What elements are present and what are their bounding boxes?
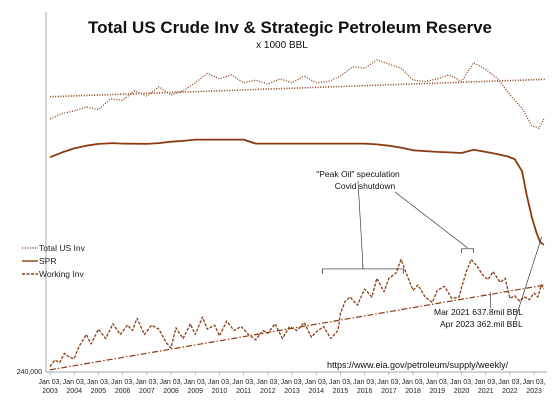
covid-leader xyxy=(394,191,468,249)
trendline-total-inv xyxy=(49,78,546,98)
x-tick-label-year: 2020 xyxy=(454,388,470,395)
x-tick-label-year: 2003 xyxy=(42,388,58,395)
x-tick-label: Jan 03, xyxy=(377,379,400,386)
x-tick-label-year: 2009 xyxy=(187,388,203,395)
y-tick-label: 240,000 xyxy=(17,369,42,376)
x-tick-label: Jan 03, xyxy=(281,379,304,386)
chart-title: Total US Crude Inv & Strategic Petroleum… xyxy=(88,18,492,37)
x-tick-label-year: 2019 xyxy=(429,388,445,395)
x-tick-label: Jan 03, xyxy=(523,379,546,386)
x-tick-label-year: 2016 xyxy=(357,388,373,395)
chart-subtitle: x 1000 BBL xyxy=(256,40,308,51)
x-tick-label: Jan 03, xyxy=(256,379,279,386)
legend-label-total: Total US Inv xyxy=(39,243,86,253)
series-layer xyxy=(49,59,545,367)
x-tick-label: Jan 03, xyxy=(39,379,62,386)
x-tick-label-year: 2004 xyxy=(66,388,82,395)
x-tick-label: Jan 03, xyxy=(474,379,497,386)
x-tick-group: Jan 03, 2003 Jan 03, 2004 Jan 03, 2005 Jan 03,… xyxy=(39,372,546,395)
x-tick-label-year: 2023 xyxy=(526,388,542,395)
x-tick-label: Jan 03, xyxy=(135,379,158,386)
x-tick-label: Jan 03, xyxy=(184,379,207,386)
trendline-layer xyxy=(49,78,546,371)
legend-label-working: Working Inv xyxy=(39,269,84,279)
x-tick-label: Jan 03, xyxy=(498,379,521,386)
covid-bracket xyxy=(461,248,474,253)
series-line-working-inv xyxy=(49,258,545,367)
x-tick-label: Jan 03, xyxy=(402,379,425,386)
annotation-apr2023: Apr 2023 362.mil BBL xyxy=(440,319,523,329)
x-tick-label: Jan 03, xyxy=(208,379,231,386)
x-tick-label-year: 2005 xyxy=(91,388,107,395)
x-tick-label: Jan 03, xyxy=(426,379,449,386)
annotation-mar2021: Mar 2021 637.8mil BBL xyxy=(434,307,523,317)
x-tick-label-year: 2013 xyxy=(284,388,300,395)
x-tick-label: Jan 03, xyxy=(353,379,376,386)
x-tick-label-year: 2006 xyxy=(115,388,131,395)
source-url: https://www.eia.gov/petroleum/supply/wee… xyxy=(327,360,509,370)
x-tick-label: Jan 03, xyxy=(160,379,183,386)
x-tick-label-year: 2014 xyxy=(308,388,324,395)
annotation-peak-oil: "Peak Oil" speculation xyxy=(316,169,400,179)
x-tick-label: Jan 03, xyxy=(232,379,255,386)
x-tick-label-year: 2010 xyxy=(212,388,228,395)
series-line-spr xyxy=(49,138,545,246)
legend: Total US Inv SPR Working Inv xyxy=(22,243,86,279)
x-tick-label-year: 2011 xyxy=(236,388,251,395)
x-tick-label-year: 2018 xyxy=(405,388,421,395)
x-tick-label: Jan 03, xyxy=(87,379,110,386)
apr2023-leader xyxy=(514,236,543,321)
x-tick-label-year: 2015 xyxy=(333,388,349,395)
x-tick-label: Jan 03, xyxy=(329,379,352,386)
x-tick-label-year: 2008 xyxy=(163,388,179,395)
trendline-working-inv xyxy=(49,284,546,371)
annotation-covid: Covid shutdown xyxy=(335,181,396,191)
x-tick-label: Jan 03, xyxy=(63,379,86,386)
peak-oil-bracket xyxy=(321,263,404,274)
peak-oil-leader xyxy=(357,180,364,264)
x-tick-label-year: 2012 xyxy=(260,388,276,395)
x-tick-label-year: 2017 xyxy=(381,388,397,395)
x-tick-label-year: 2021 xyxy=(478,388,494,395)
annotation-layer: "Peak Oil" speculation Covid shutdown Ma… xyxy=(316,169,543,370)
legend-label-spr: SPR xyxy=(39,256,56,266)
x-tick-label: Jan 03, xyxy=(305,379,328,386)
series-line-total-us-inv xyxy=(49,59,545,129)
x-tick-label: Jan 03, xyxy=(450,379,473,386)
x-tick-label-year: 2022 xyxy=(502,388,518,395)
x-tick-label: Jan 03, xyxy=(111,379,134,386)
x-tick-label-year: 2007 xyxy=(139,388,155,395)
